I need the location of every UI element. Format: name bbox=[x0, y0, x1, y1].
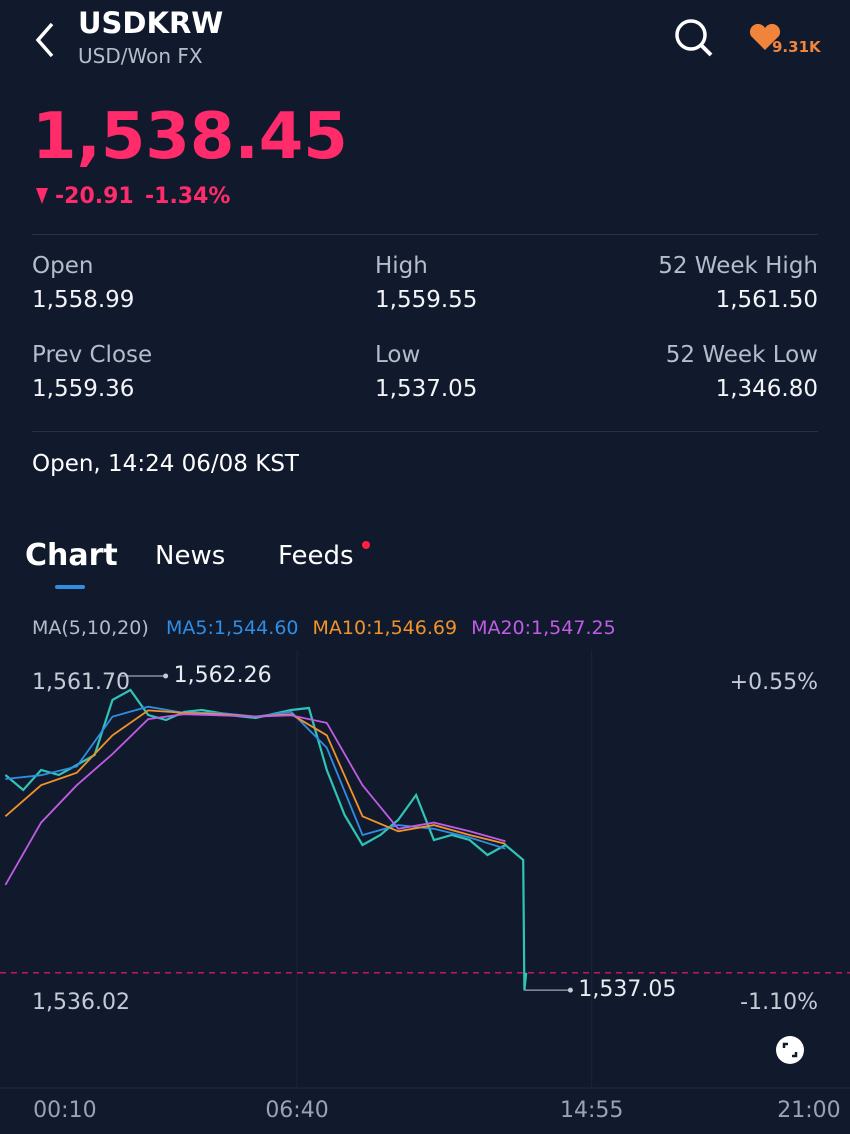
stat-label: Prev Close bbox=[32, 342, 153, 368]
tab[interactable]: Chart bbox=[25, 538, 118, 573]
ma-line bbox=[4, 713, 506, 886]
market-status: Open, 14:24 06/08 KST bbox=[32, 451, 299, 477]
legend-entry: MA10:1,546.69 bbox=[312, 617, 458, 639]
symbol: USDKRW bbox=[78, 6, 224, 40]
symbol-name: USD/Won FX bbox=[78, 44, 203, 68]
x-tick-label: 14:55 bbox=[560, 1098, 623, 1123]
tab-indicator bbox=[55, 585, 85, 589]
watchers: 9.31K bbox=[772, 38, 821, 56]
stat-label: 52 Week Low bbox=[665, 342, 818, 368]
annotation-label: 1,537.05 bbox=[578, 977, 676, 1002]
stat-label: 52 Week High bbox=[658, 253, 818, 279]
back-button[interactable] bbox=[30, 20, 60, 60]
x-tick-label: 06:40 bbox=[265, 1098, 328, 1123]
stat-value: 1,559.55 bbox=[375, 287, 478, 313]
ma-legend: MA5:1,544.60 MA10:1,546.69 MA20:1,547.25 bbox=[166, 617, 630, 639]
search-button[interactable] bbox=[672, 16, 716, 60]
x-tick-label: 00:10 bbox=[33, 1098, 96, 1123]
stat-label: Low bbox=[375, 342, 421, 368]
notification-dot bbox=[362, 541, 370, 549]
price: 1,538.45 bbox=[32, 100, 348, 174]
fullscreen-button[interactable] bbox=[776, 1036, 804, 1064]
change-pct: -1.34% bbox=[145, 184, 231, 209]
y-tick-label: 1,561.70 bbox=[32, 670, 130, 695]
change: -20.91 bbox=[55, 184, 134, 209]
y-tick-label: 1,536.02 bbox=[32, 990, 130, 1015]
stat-label: High bbox=[375, 253, 428, 279]
legend-entry: MA20:1,547.25 bbox=[471, 617, 616, 639]
tab[interactable]: Feeds bbox=[278, 541, 354, 571]
watchlist-button[interactable] bbox=[748, 22, 782, 52]
legend-entry: MA5:1,544.60 bbox=[166, 617, 299, 639]
annotation-dot bbox=[567, 987, 573, 993]
stat-value: 1,346.80 bbox=[715, 376, 818, 402]
stat-value: 1,561.50 bbox=[715, 287, 818, 313]
chart: 00:10 06:40 14:55 21:00 1,561.70 1,536.02 +0.5… bbox=[0, 650, 850, 1123]
stat-label: Open bbox=[32, 253, 94, 279]
annotation-label: 1,562.26 bbox=[174, 663, 272, 688]
y2-tick-label: -1.10% bbox=[740, 990, 818, 1015]
stat-value: 1,537.05 bbox=[375, 376, 478, 402]
down-arrow bbox=[36, 188, 48, 204]
ma-line bbox=[5, 705, 506, 850]
divider bbox=[32, 431, 818, 432]
divider bbox=[32, 234, 818, 235]
y2-tick-label: +0.55% bbox=[730, 670, 818, 695]
stat-value: 1,558.99 bbox=[32, 287, 135, 313]
x-tick-label: 21:00 bbox=[777, 1098, 840, 1123]
annotation-dot bbox=[163, 673, 169, 679]
price-line bbox=[4, 688, 528, 991]
stat-value: 1,559.36 bbox=[32, 376, 135, 402]
ma-title: MA(5,10,20) bbox=[32, 617, 149, 639]
tab[interactable]: News bbox=[155, 541, 226, 571]
